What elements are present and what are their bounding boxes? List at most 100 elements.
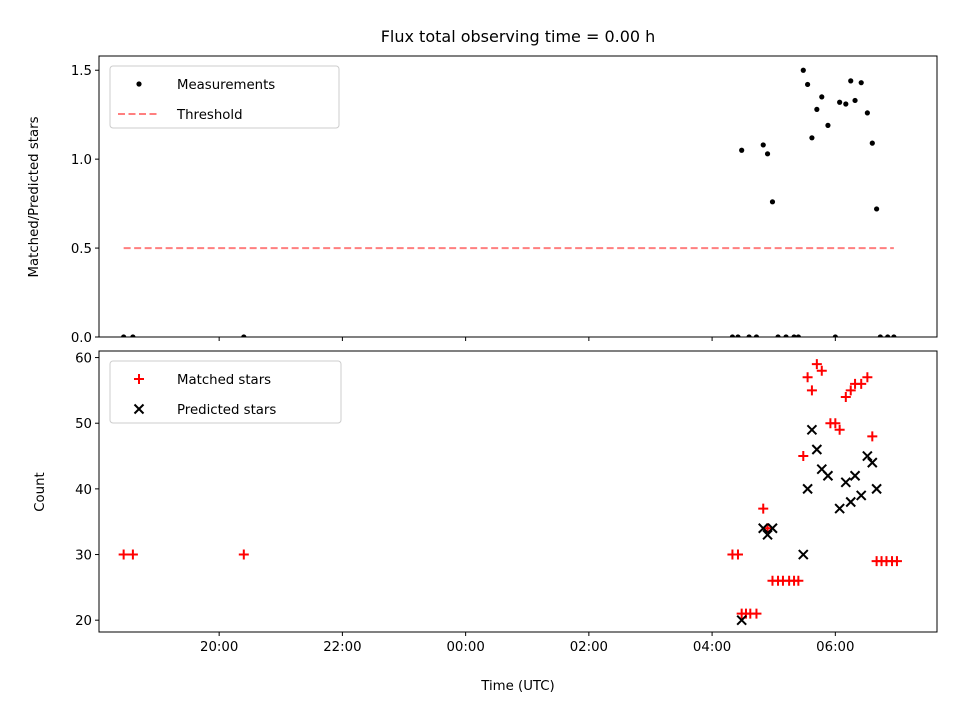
top-panel: 0.0 0.5 1.0 1.5 Measurements Threshold (71, 55, 938, 346)
measurement-point (760, 142, 766, 148)
top-y-tick-label: 0.5 (71, 242, 92, 257)
chart-title: Flux total observing time = 0.00 h (381, 27, 656, 46)
x-tick-label: 06:00 (816, 640, 854, 655)
measurement-point (814, 106, 820, 112)
predicted-star-point (856, 490, 867, 501)
bottom-axes-frame (98, 350, 938, 633)
predicted-star-point (736, 614, 747, 626)
top-y-tick-label: 0.0 (71, 331, 92, 346)
legend-label: Threshold (176, 108, 243, 123)
matched-star-point (802, 372, 813, 383)
measurement-point (729, 334, 736, 337)
measurement-point (848, 78, 854, 84)
matched-star-point (798, 451, 809, 462)
measurement-point (791, 334, 797, 337)
measurement-point (825, 122, 831, 128)
measurement-point (121, 334, 127, 337)
matched-star-point (862, 372, 873, 383)
matched-star-point (830, 418, 841, 429)
measurement-point (739, 147, 745, 153)
predicted-star-point (871, 483, 882, 495)
predicted-star-point (811, 444, 823, 455)
matched-star-point (238, 549, 249, 560)
legend-predicted-marker (133, 403, 145, 415)
top-y-tick-label: 1.0 (71, 153, 92, 168)
matched-star-point (811, 359, 822, 370)
predicted-star-point (802, 483, 813, 495)
measurement-point (858, 80, 864, 86)
predicted-star-point (762, 529, 773, 541)
legend-matched-marker (134, 374, 144, 384)
bottom-plot-area (118, 359, 902, 626)
matched-star-point (840, 391, 851, 402)
bottom-y-tick-label: 40 (75, 483, 92, 498)
predicted-star-point (849, 470, 861, 481)
measurement-point (869, 140, 875, 146)
matched-star-point (856, 378, 867, 389)
matched-star-point (845, 385, 856, 396)
measurement-point (805, 81, 811, 88)
bottom-y-tick-label: 20 (75, 614, 92, 629)
measurement-point (877, 334, 883, 337)
matched-star-point (758, 503, 769, 514)
matched-star-point (118, 549, 129, 560)
predicted-star-point (758, 523, 769, 534)
measurement-point (837, 99, 843, 105)
predicted-star-point (767, 523, 778, 534)
bottom-y-tick-label: 60 (75, 352, 92, 367)
x-axis-label: Time (UTC) (480, 679, 555, 694)
measurement-point (769, 199, 776, 205)
measurement-point (795, 334, 801, 337)
matched-star-point (867, 431, 878, 442)
x-tick-label: 04:00 (693, 640, 731, 655)
predicted-star-point (862, 450, 873, 462)
measurement-point (832, 334, 838, 337)
measurement-point (800, 67, 806, 73)
measurement-point (764, 151, 771, 157)
measurement-point (809, 135, 815, 141)
x-tick-label: 02:00 (570, 640, 608, 655)
top-y-tick-label: 1.5 (71, 64, 92, 79)
measurement-point (819, 94, 825, 100)
x-tick-label: 00:00 (446, 640, 484, 655)
bottom-y-axis-label: Count (33, 472, 48, 512)
top-y-axis-label: Matched/Predicted stars (27, 116, 42, 277)
x-tick-label: 20:00 (200, 640, 238, 655)
legend-label: Predicted stars (177, 403, 276, 418)
bottom-y-tick-label: 50 (75, 417, 92, 432)
bottom-legend (109, 360, 342, 424)
matched-star-point (891, 556, 902, 567)
legend-label: Matched stars (177, 373, 271, 388)
measurement-point (864, 110, 870, 116)
matched-star-point (127, 549, 138, 560)
top-axes-frame (98, 55, 938, 338)
measurement-point (874, 206, 880, 212)
measurement-point (885, 334, 891, 337)
predicted-star-point (798, 549, 809, 560)
measurement-point (753, 334, 760, 337)
matched-star-point (806, 385, 817, 396)
measurement-point (241, 334, 247, 337)
matched-star-point (834, 424, 845, 435)
measurement-point (783, 334, 789, 337)
matched-star-point (816, 365, 827, 376)
predicted-star-point (845, 496, 856, 508)
measurement-point (891, 334, 897, 337)
legend-measurement-marker (136, 81, 142, 87)
predicted-star-point (834, 503, 845, 514)
measurement-point (130, 334, 136, 337)
predicted-star-point (867, 457, 878, 468)
measurement-point (843, 101, 849, 107)
matched-star-point (793, 575, 804, 586)
legend-label: Measurements (177, 78, 275, 93)
predicted-star-point (840, 477, 852, 488)
top-plot-area (121, 67, 897, 337)
predicted-star-point (806, 424, 818, 435)
measurement-point (735, 334, 741, 337)
predicted-star-point (822, 470, 834, 481)
matched-star-point (732, 549, 743, 560)
matched-star-point (751, 608, 762, 619)
top-legend (109, 65, 340, 129)
measurement-point (775, 334, 781, 337)
